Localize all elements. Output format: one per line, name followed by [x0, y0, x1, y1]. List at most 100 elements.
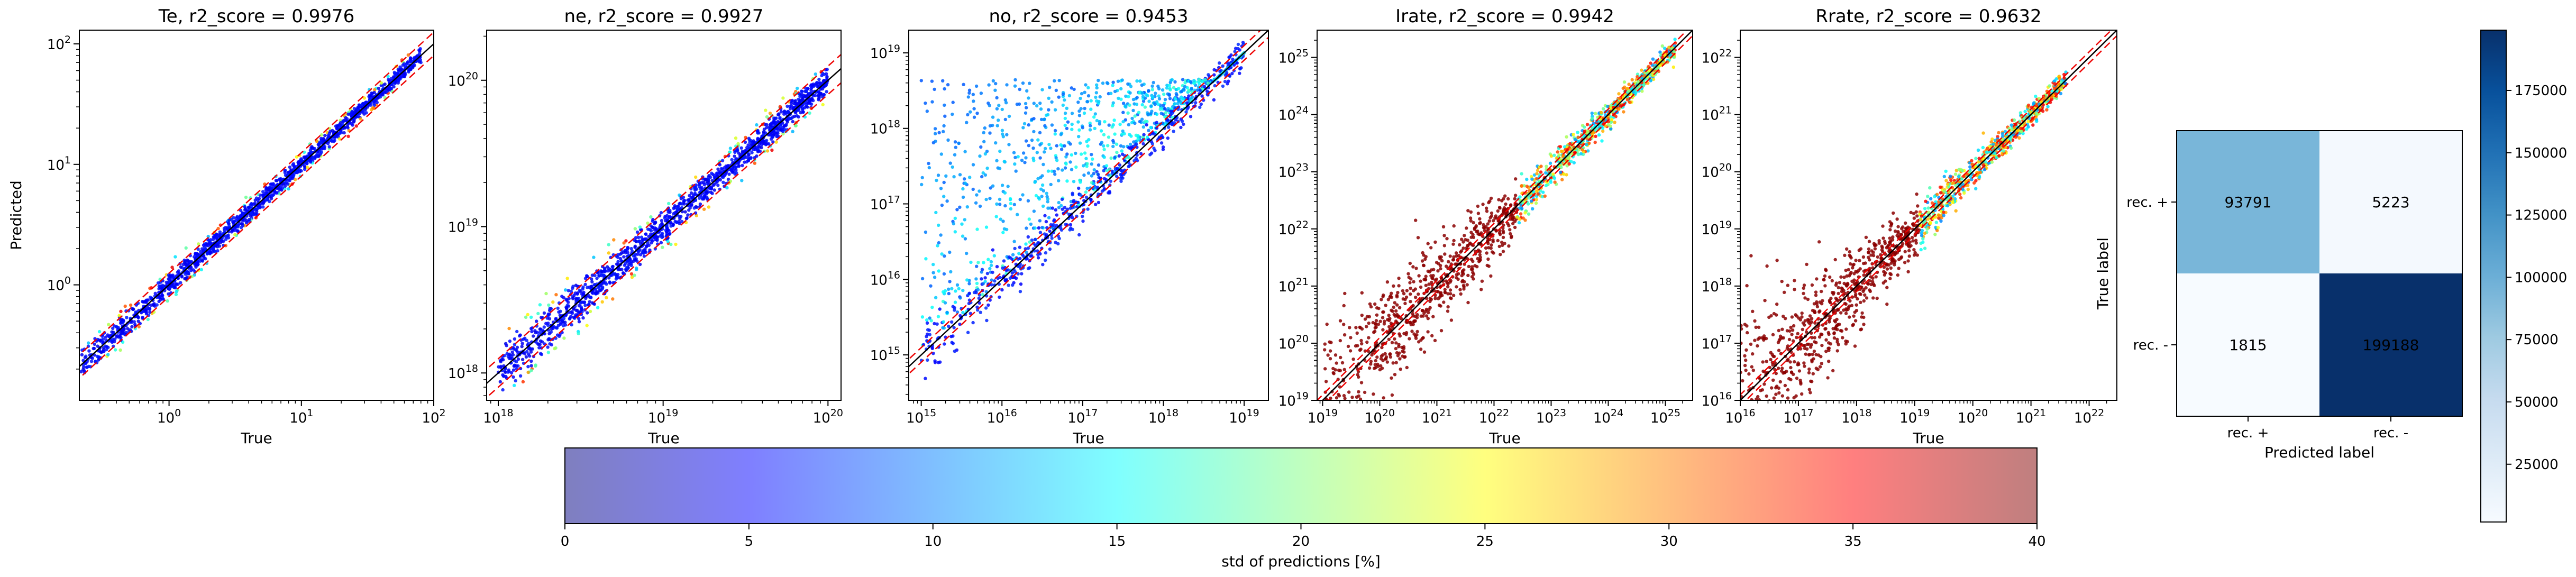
data-point — [244, 195, 248, 199]
data-point — [295, 155, 298, 159]
data-point — [791, 106, 796, 110]
data-point — [507, 352, 511, 356]
data-point — [734, 158, 737, 162]
data-point — [1198, 78, 1202, 82]
data-point — [801, 97, 805, 100]
data-point — [797, 108, 801, 112]
data-point — [266, 187, 270, 191]
data-point — [1116, 79, 1120, 83]
data-point — [976, 288, 980, 291]
data-point — [974, 84, 979, 88]
data-point — [1002, 259, 1006, 263]
data-point — [683, 210, 687, 214]
data-point — [693, 191, 697, 195]
data-point — [789, 102, 793, 105]
data-point — [808, 111, 811, 115]
data-point — [806, 105, 809, 109]
data-point — [1039, 176, 1043, 179]
data-point — [193, 273, 196, 277]
data-point — [1509, 204, 1513, 207]
data-point — [762, 130, 766, 134]
data-point — [789, 116, 793, 121]
data-point — [1147, 99, 1151, 103]
data-point — [288, 176, 292, 179]
data-point — [940, 252, 944, 256]
data-point — [710, 171, 714, 175]
data-point — [148, 310, 152, 314]
data-point — [184, 246, 188, 250]
data-point — [639, 242, 643, 246]
data-point — [538, 339, 543, 343]
data-point — [1198, 105, 1202, 109]
data-point — [214, 233, 218, 236]
data-point — [933, 127, 937, 131]
data-point — [327, 145, 331, 149]
data-point — [755, 129, 760, 133]
data-point — [1045, 233, 1049, 237]
data-point — [1363, 317, 1367, 321]
data-point — [1085, 162, 1089, 166]
data-point — [1189, 115, 1193, 118]
data-point — [1105, 168, 1109, 172]
data-point — [929, 284, 933, 288]
data-point — [1024, 250, 1028, 254]
data-point — [943, 301, 947, 305]
data-point — [1091, 157, 1094, 161]
data-point — [547, 303, 551, 307]
data-point — [352, 107, 357, 111]
data-point — [280, 186, 285, 190]
data-point — [762, 139, 765, 143]
data-point — [1179, 125, 1183, 130]
data-point — [220, 240, 224, 243]
data-point — [1385, 360, 1389, 364]
data-point — [1053, 132, 1057, 136]
data-point — [778, 127, 782, 131]
data-point — [544, 291, 548, 296]
data-point — [636, 252, 640, 256]
data-point — [194, 252, 197, 255]
data-point — [952, 222, 956, 226]
data-point — [1134, 143, 1137, 147]
x-tick-label: 100 — [157, 407, 181, 426]
data-point — [1050, 100, 1054, 104]
data-point — [1095, 99, 1099, 103]
data-point — [1074, 165, 1078, 169]
data-point — [90, 356, 94, 360]
data-point — [269, 182, 272, 186]
data-point — [1385, 280, 1390, 284]
data-point — [985, 166, 989, 170]
data-point — [1162, 93, 1166, 96]
data-point — [129, 303, 133, 307]
data-point — [724, 172, 727, 176]
data-point — [1338, 319, 1342, 323]
data-point — [791, 120, 795, 124]
data-point — [946, 324, 951, 328]
data-point — [675, 221, 679, 224]
data-point — [1187, 94, 1191, 98]
data-point — [1028, 240, 1032, 244]
scatter-points — [497, 68, 829, 392]
data-point — [1120, 78, 1124, 82]
data-point — [1481, 203, 1485, 206]
data-point — [929, 319, 933, 323]
data-point — [998, 167, 1002, 170]
data-point — [814, 72, 818, 76]
data-point — [513, 383, 516, 387]
data-point — [1212, 98, 1216, 102]
data-point — [1106, 81, 1110, 86]
data-point — [1128, 142, 1132, 146]
data-point — [1059, 204, 1063, 207]
data-point — [693, 211, 698, 215]
data-point — [1128, 133, 1131, 136]
data-point — [1133, 121, 1137, 125]
data-point — [824, 72, 828, 76]
data-point — [1459, 292, 1463, 296]
data-point — [749, 156, 753, 160]
data-point — [1119, 177, 1123, 180]
data-point — [379, 81, 383, 85]
data-point — [1238, 48, 1241, 52]
data-point — [206, 234, 210, 239]
data-point — [1151, 95, 1155, 99]
data-point — [986, 303, 990, 307]
data-point — [1430, 286, 1434, 290]
